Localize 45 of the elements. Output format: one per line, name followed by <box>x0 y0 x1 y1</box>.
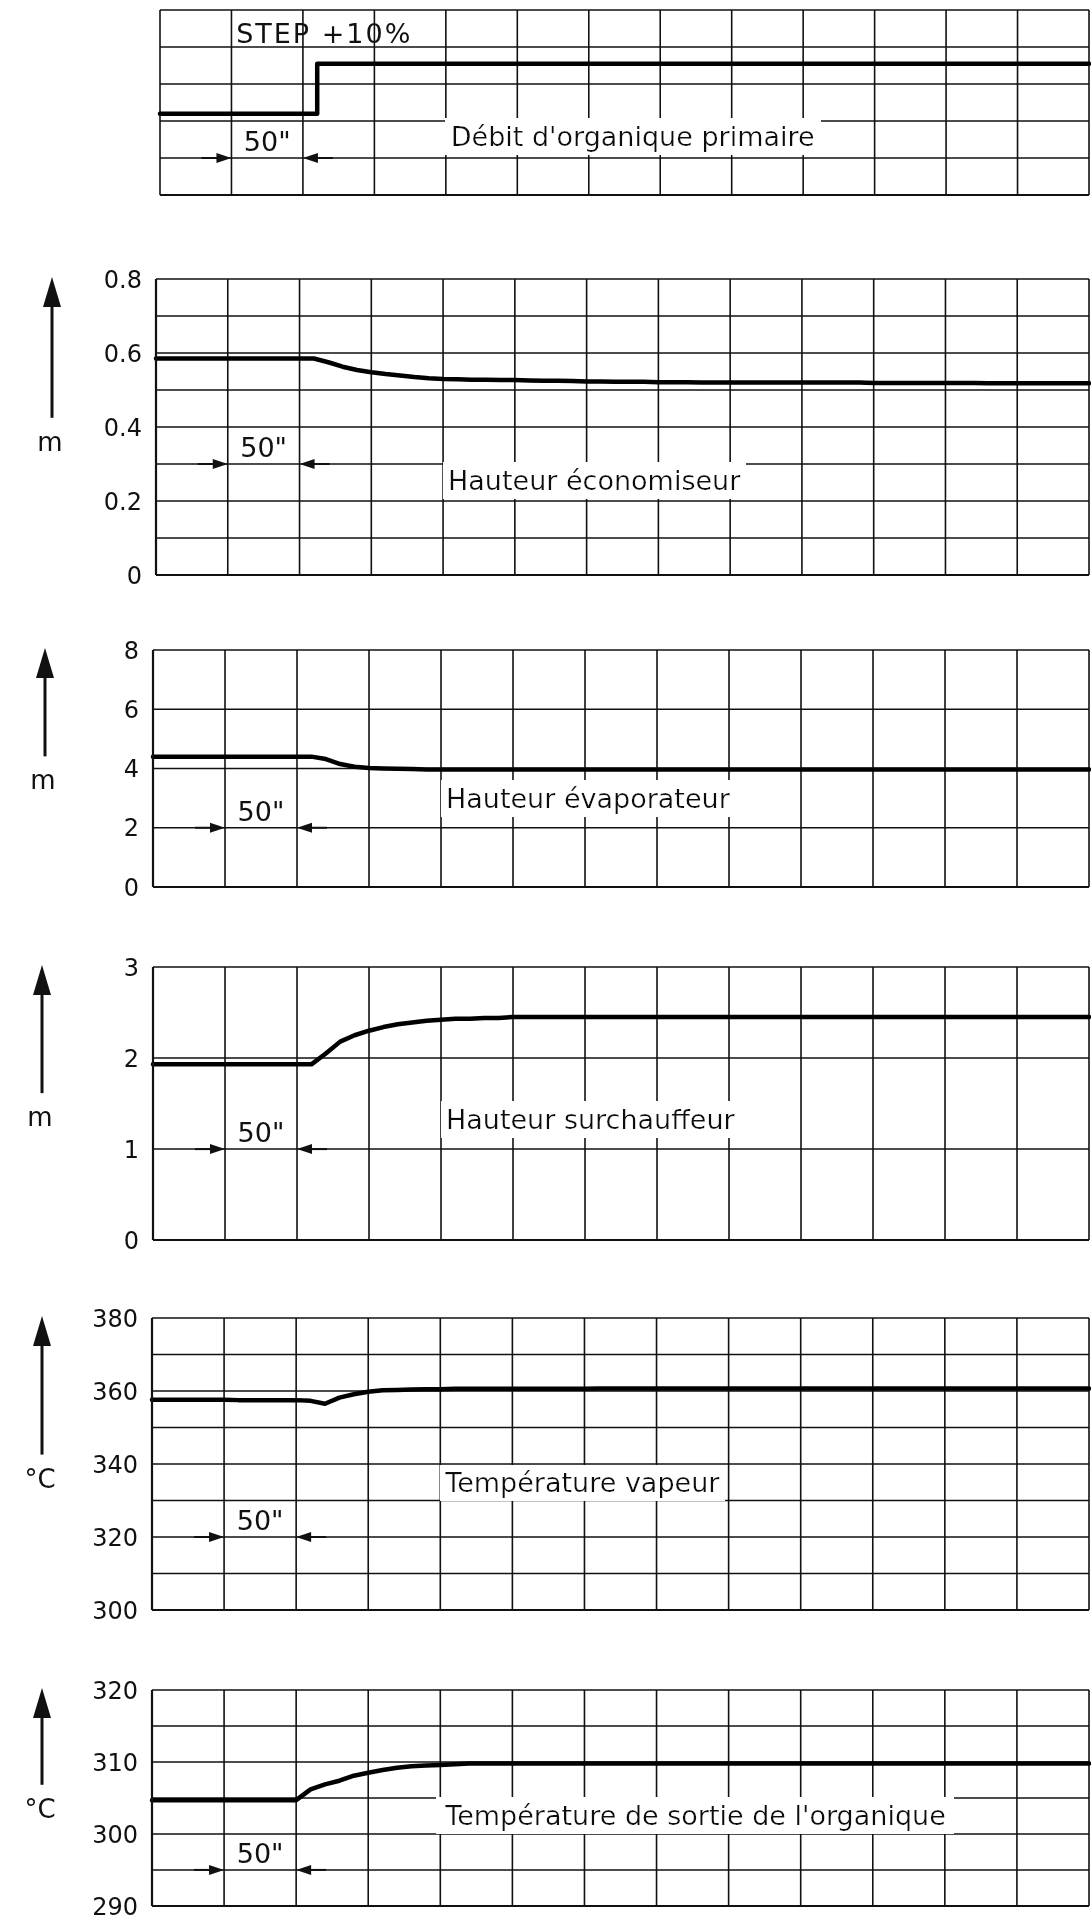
y-tick-label: 0 <box>123 873 139 902</box>
y-tick-label: 8 <box>123 636 139 665</box>
y-tick-label: 380 <box>92 1304 138 1333</box>
y-tick-label: 1 <box>123 1135 139 1164</box>
y-tick-label: 340 <box>92 1450 138 1479</box>
line-series <box>150 754 1091 772</box>
y-tick-label: 300 <box>92 1820 138 1849</box>
y-tick-label: 360 <box>92 1377 138 1406</box>
line-series <box>149 1386 1091 1407</box>
annotation: 50" <box>237 1117 285 1149</box>
text: Température vapeur <box>444 1467 721 1499</box>
text: Débit d'organique primaire <box>450 121 815 153</box>
annotation: 50" <box>237 795 285 827</box>
y-tick-label: 0.4 <box>103 413 142 442</box>
annotation: 50" <box>243 126 291 157</box>
text: Hauteur économiseur <box>448 464 742 496</box>
y-tick-label: 0 <box>123 1226 139 1255</box>
y-tick-label: 320 <box>92 1676 138 1705</box>
text: Hauteur surchauffeur <box>445 1104 736 1136</box>
y-axis-title: °C <box>24 1793 56 1824</box>
y-axis-title: m <box>37 426 63 457</box>
annotation: 50" <box>236 1837 284 1869</box>
y-axis-title: m <box>30 765 56 796</box>
y-tick-label: 4 <box>123 755 139 784</box>
y-axis-title: m <box>27 1102 53 1133</box>
annotation: 50" <box>236 1505 284 1536</box>
series-label: Température de sortie de l'organique <box>444 1799 946 1831</box>
annotation: 50" <box>240 432 288 463</box>
line-series <box>153 356 1091 386</box>
line-series <box>150 1014 1091 1067</box>
y-tick-label: 310 <box>92 1748 138 1777</box>
y-tick-label: 0.8 <box>103 265 142 294</box>
series-label: Hauteur évaporateur <box>445 783 731 815</box>
y-tick-label: 0.6 <box>103 339 142 368</box>
y-tick-label: 2 <box>123 1044 139 1073</box>
line-series <box>149 1761 1091 1803</box>
y-tick-label: 0 <box>126 561 142 590</box>
y-tick-label: 2 <box>123 814 139 843</box>
y-tick-label: 0.2 <box>103 487 142 516</box>
y-tick-label: 320 <box>92 1523 138 1552</box>
y-tick-label: 3 <box>123 953 139 982</box>
y-axis-title: °C <box>24 1463 56 1494</box>
y-tick-label: 300 <box>92 1596 138 1625</box>
y-tick-label: 6 <box>123 695 139 724</box>
y-tick-label: 290 <box>92 1892 138 1919</box>
